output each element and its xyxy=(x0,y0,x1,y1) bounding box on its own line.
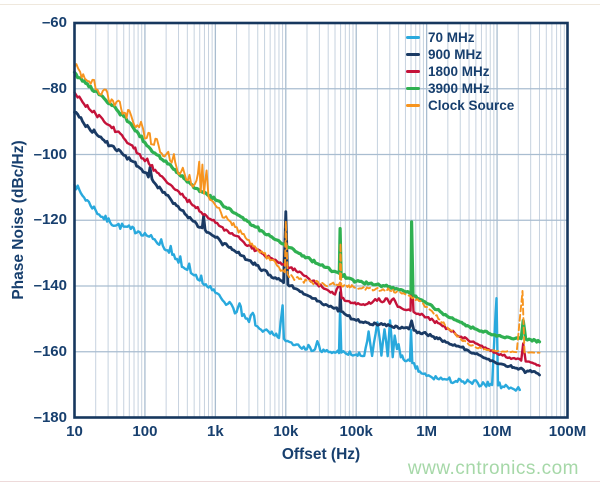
x-tick-label: 100M xyxy=(548,423,587,440)
x-tick-label: 10k xyxy=(273,423,299,440)
series-900-mhz xyxy=(73,110,541,377)
y-tick-label: –160 xyxy=(33,342,67,360)
legend-label: 3900 MHz xyxy=(428,81,490,96)
y-tick-label: –140 xyxy=(33,277,67,294)
legend-item-70-mhz: 70 MHz xyxy=(406,29,514,46)
legend-label: Clock Source xyxy=(428,98,515,113)
legend-item-clock-source: Clock Source xyxy=(406,97,514,114)
y-tick-label: –80 xyxy=(41,79,67,97)
y-axis-title: Phase Noise (dBc/Hz) xyxy=(10,140,27,300)
y-tick-label: –180 xyxy=(33,408,67,426)
legend-swatch xyxy=(406,86,420,91)
x-tick-label: 100 xyxy=(132,423,158,440)
series-3900-mhz xyxy=(72,70,542,344)
legend-item-900-mhz: 900 MHz xyxy=(406,46,514,63)
legend-label: 1800 MHz xyxy=(428,64,490,79)
legend: 70 MHz 900 MHz 1800 MHz 3900 MHz Clock Sourc… xyxy=(406,29,514,114)
series-70-mhz xyxy=(73,183,521,392)
watermark: www.cntronics.com xyxy=(407,458,579,479)
plot-frame xyxy=(73,21,569,419)
series-clock-source xyxy=(281,220,541,354)
legend-swatch xyxy=(406,52,420,57)
legend-swatch xyxy=(406,69,420,74)
x-tick-label: 1k xyxy=(207,423,224,440)
y-tick-label: –120 xyxy=(33,211,67,229)
y-tick-label: –100 xyxy=(33,145,67,163)
page-divider-top xyxy=(0,4,600,5)
legend-item-1800-mhz: 1800 MHz xyxy=(406,63,514,80)
x-tick-label: 100k xyxy=(339,423,373,440)
y-tick-label: –60 xyxy=(41,14,67,31)
legend-swatch xyxy=(406,35,420,40)
legend-label: 900 MHz xyxy=(428,47,483,62)
legend-item-3900-mhz: 3900 MHz xyxy=(406,80,514,97)
x-tick-label: 10 xyxy=(66,423,83,440)
series-clock-source xyxy=(73,63,284,272)
x-tick-label: 1M xyxy=(416,423,438,440)
x-axis-title: Offset (Hz) xyxy=(281,446,361,463)
page-divider-bottom xyxy=(0,481,600,482)
legend-swatch xyxy=(406,103,420,108)
x-tick-label: 10M xyxy=(482,423,512,440)
legend-label: 70 MHz xyxy=(428,30,475,45)
